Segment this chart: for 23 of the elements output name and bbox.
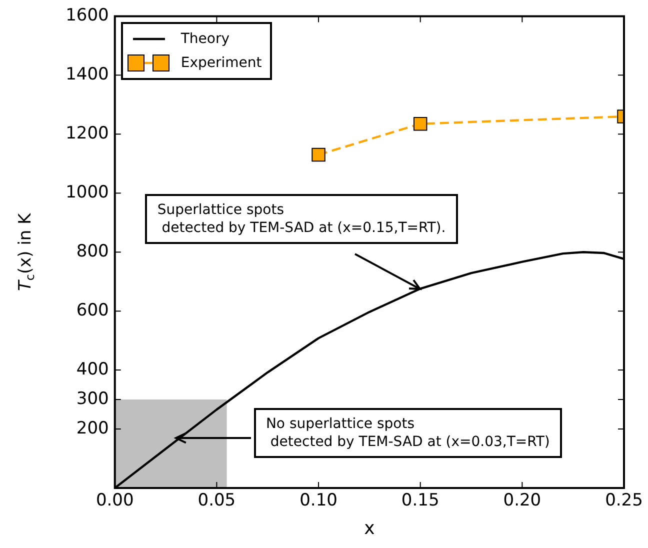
x-tick-label: 0.25 (605, 490, 643, 511)
y-axis-title: Tc(x) in K (15, 212, 38, 291)
x-axis-title: x (364, 518, 376, 539)
annotation: No superlattice spots detected by TEM-SAD at (x=0.03,T=RT) (254, 408, 562, 458)
legend-label: Theory (180, 31, 230, 48)
legend-label: Experiment (180, 55, 262, 72)
x-tick-label: 0.00 (96, 490, 134, 511)
point (413, 116, 428, 131)
y-tick-label: 200 (76, 418, 109, 438)
point (312, 148, 326, 162)
x-tick-label: 0.20 (503, 490, 542, 511)
y-tick-label: 1400 (66, 64, 109, 85)
y-tick-label: 1200 (66, 124, 109, 144)
annotation: Superlattice spots detected by TEM-SAD at (x=0.15,T=RT). (145, 194, 458, 244)
x-tick-label: 0.10 (300, 490, 338, 511)
y-tick-label: 600 (76, 300, 109, 320)
y-tick-label: 300 (76, 388, 109, 409)
x-tick-label: 0.15 (401, 490, 440, 511)
y-tick-label: 1000 (66, 182, 109, 203)
x-tick-label: 0.05 (198, 490, 236, 511)
y-tick-label: 800 (76, 242, 109, 262)
y-tick-label: 400 (76, 359, 109, 380)
y-tick-label: 1600 (66, 6, 109, 26)
